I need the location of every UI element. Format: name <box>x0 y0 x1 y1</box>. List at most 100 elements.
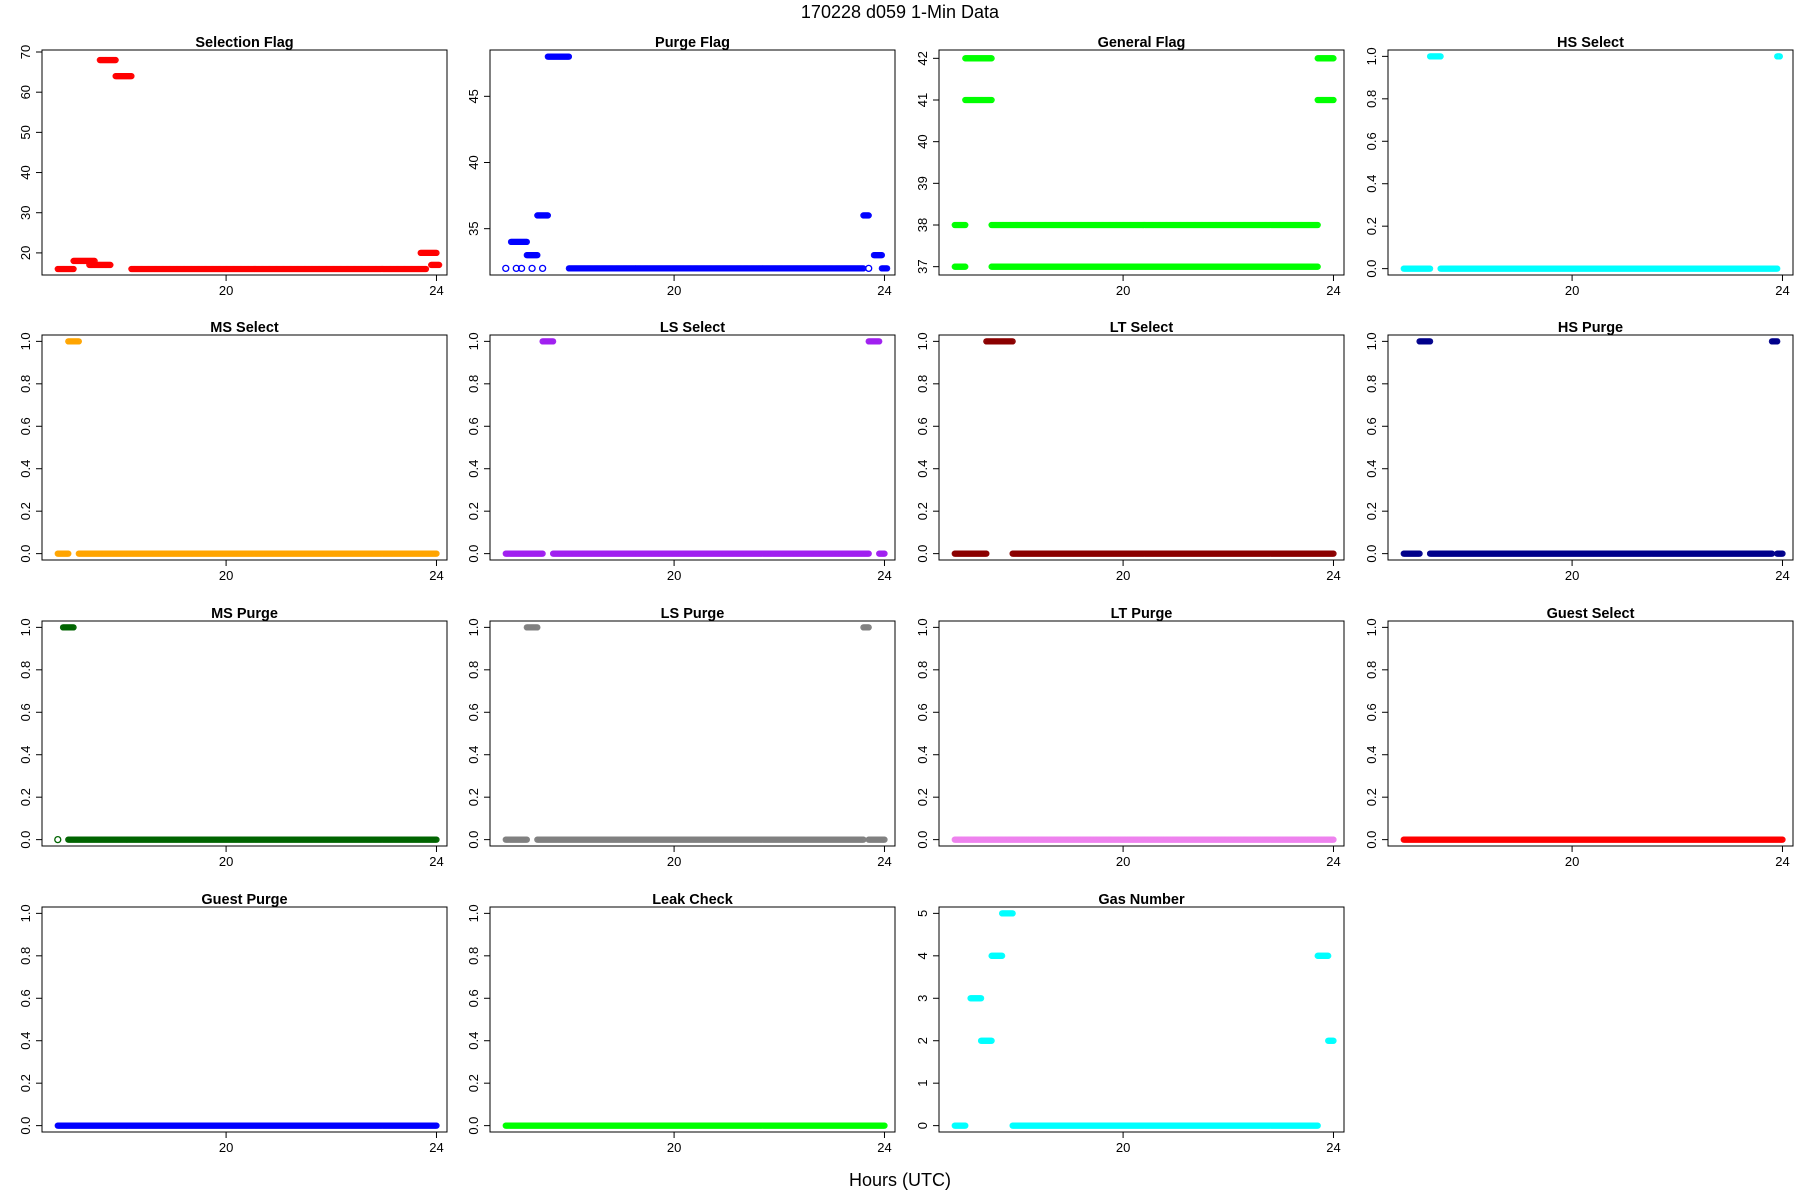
plot-frame <box>41 49 448 276</box>
data-point <box>865 212 872 219</box>
x-tick-label: 24 <box>1326 283 1340 298</box>
x-tick-label: 24 <box>429 854 443 869</box>
data-point <box>1314 263 1321 270</box>
x-tick-label: 24 <box>877 854 891 869</box>
data-points-hs-purge <box>1400 338 1786 557</box>
y-tick-label: 0.0 <box>466 545 481 563</box>
y-tick-label: 35 <box>466 221 481 235</box>
data-points-ls-purge <box>502 624 888 843</box>
y-tick-label: 1.0 <box>466 618 481 636</box>
y-tick-label: 0.0 <box>18 545 33 563</box>
panel-title: HS Purge <box>1558 320 1623 336</box>
y-tick-label: 0.8 <box>466 661 481 679</box>
y-tick-label: 42 <box>915 51 930 65</box>
data-point <box>962 221 969 229</box>
y-tick-label: 0.2 <box>1364 502 1379 520</box>
y-tick-label: 70 <box>18 45 33 59</box>
y-tick-label: 20 <box>18 246 33 260</box>
panel-title: MS Select <box>210 320 279 336</box>
data-points-ls-select <box>502 338 888 557</box>
data-point <box>528 264 536 273</box>
data-point <box>523 238 530 246</box>
data-point <box>534 251 541 259</box>
data-point <box>107 261 114 269</box>
x-tick-label: 20 <box>1565 568 1579 583</box>
data-point <box>433 836 440 843</box>
plot-frame <box>489 620 896 847</box>
data-point <box>523 836 530 843</box>
x-tick-label: 24 <box>429 568 443 583</box>
x-tick-label: 24 <box>877 283 891 298</box>
data-point <box>539 550 546 557</box>
y-tick-label: 38 <box>915 218 930 232</box>
y-tick-label: 0.8 <box>18 375 33 393</box>
data-point <box>422 265 430 273</box>
data-point <box>983 550 990 557</box>
y-tick-label: 1.0 <box>915 332 930 350</box>
panel-title: Purge Flag <box>655 35 730 51</box>
data-point <box>988 96 995 104</box>
y-tick-label: 50 <box>18 125 33 139</box>
data-point <box>54 835 62 844</box>
y-tick-label: 0.6 <box>1364 417 1379 435</box>
plot-frame <box>41 620 448 847</box>
data-point <box>565 53 573 60</box>
panel-title: LS Purge <box>661 606 725 622</box>
data-point <box>517 264 526 273</box>
y-tick-label: 0.0 <box>915 545 930 563</box>
y-tick-label: 0.4 <box>915 460 930 478</box>
data-point <box>435 261 443 269</box>
y-tick-label: 0.6 <box>18 417 33 435</box>
data-point <box>881 550 888 557</box>
data-point <box>1416 550 1423 557</box>
y-tick-label: 0.2 <box>18 788 33 806</box>
x-tick-label: 24 <box>1326 568 1340 583</box>
data-point <box>1330 96 1337 104</box>
y-tick-label: 0.0 <box>466 831 481 849</box>
panel-title: MS Purge <box>211 606 278 622</box>
y-tick-label: 0.6 <box>1364 132 1379 150</box>
y-tick-label: 0.4 <box>466 460 481 478</box>
data-point <box>1774 338 1781 345</box>
data-point <box>876 338 883 345</box>
y-tick-label: 60 <box>18 85 33 99</box>
y-tick-label: 0.4 <box>18 746 33 764</box>
data-point <box>534 624 541 631</box>
x-tick-label: 24 <box>877 568 891 583</box>
x-tick-label: 20 <box>667 854 681 869</box>
plot-frame <box>489 49 896 276</box>
data-point <box>75 338 82 345</box>
y-tick-label: 0.2 <box>1364 217 1379 235</box>
data-point <box>65 550 72 557</box>
data-point <box>538 264 547 273</box>
y-tick-label: 0.6 <box>466 417 481 435</box>
data-point <box>1426 265 1434 272</box>
x-tick-label: 24 <box>1775 568 1789 583</box>
data-point <box>1314 221 1321 229</box>
y-tick-label: 0.8 <box>466 375 481 393</box>
data-point <box>988 55 995 62</box>
data-points-hs-select <box>1400 53 1784 272</box>
y-tick-label: 0.0 <box>1364 260 1379 278</box>
panel-title: LS Select <box>660 320 725 336</box>
data-points-general-flag <box>951 55 1337 270</box>
y-tick-label: 40 <box>466 155 481 169</box>
panel-title: General Flag <box>1098 35 1186 51</box>
x-tick-label: 20 <box>219 854 233 869</box>
data-point <box>1330 550 1337 557</box>
y-tick-label: 0.0 <box>18 831 33 849</box>
y-tick-label: 0.6 <box>18 703 33 721</box>
data-points-ms-select <box>54 338 440 557</box>
plot-frame <box>938 334 1345 561</box>
y-tick-label: 30 <box>18 205 33 219</box>
data-points-lt-select <box>951 338 1337 557</box>
y-tick-label: 1.0 <box>18 332 33 350</box>
data-point <box>1426 338 1434 345</box>
